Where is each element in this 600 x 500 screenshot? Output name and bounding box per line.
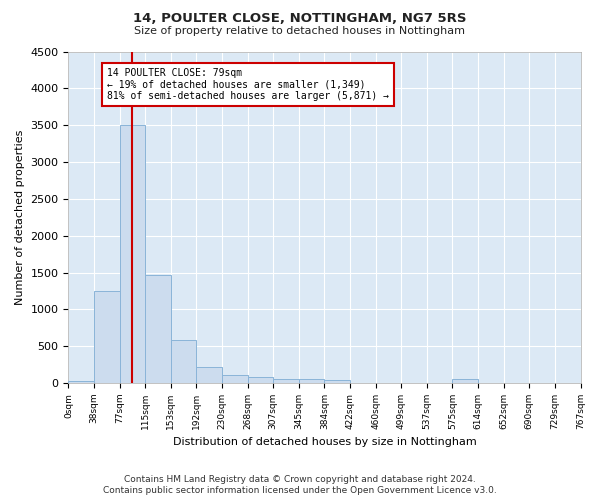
X-axis label: Distribution of detached houses by size in Nottingham: Distribution of detached houses by size …	[173, 438, 476, 448]
Bar	[171, 340, 196, 383]
Bar	[222, 375, 248, 383]
Text: Size of property relative to detached houses in Nottingham: Size of property relative to detached ho…	[134, 26, 466, 36]
Bar	[248, 377, 273, 383]
Bar	[145, 275, 171, 383]
Bar	[452, 380, 478, 383]
Text: 14, POULTER CLOSE, NOTTINGHAM, NG7 5RS: 14, POULTER CLOSE, NOTTINGHAM, NG7 5RS	[133, 12, 467, 26]
Text: Contains public sector information licensed under the Open Government Licence v3: Contains public sector information licen…	[103, 486, 497, 495]
Y-axis label: Number of detached properties: Number of detached properties	[15, 130, 25, 305]
Bar	[273, 379, 299, 383]
Bar	[68, 381, 94, 383]
Bar	[94, 291, 119, 383]
Text: 14 POULTER CLOSE: 79sqm
← 19% of detached houses are smaller (1,349)
81% of semi: 14 POULTER CLOSE: 79sqm ← 19% of detache…	[107, 68, 389, 101]
Bar	[119, 125, 145, 383]
Text: Contains HM Land Registry data © Crown copyright and database right 2024.: Contains HM Land Registry data © Crown c…	[124, 475, 476, 484]
Bar	[196, 367, 222, 383]
Bar	[299, 380, 325, 383]
Bar	[325, 380, 350, 383]
